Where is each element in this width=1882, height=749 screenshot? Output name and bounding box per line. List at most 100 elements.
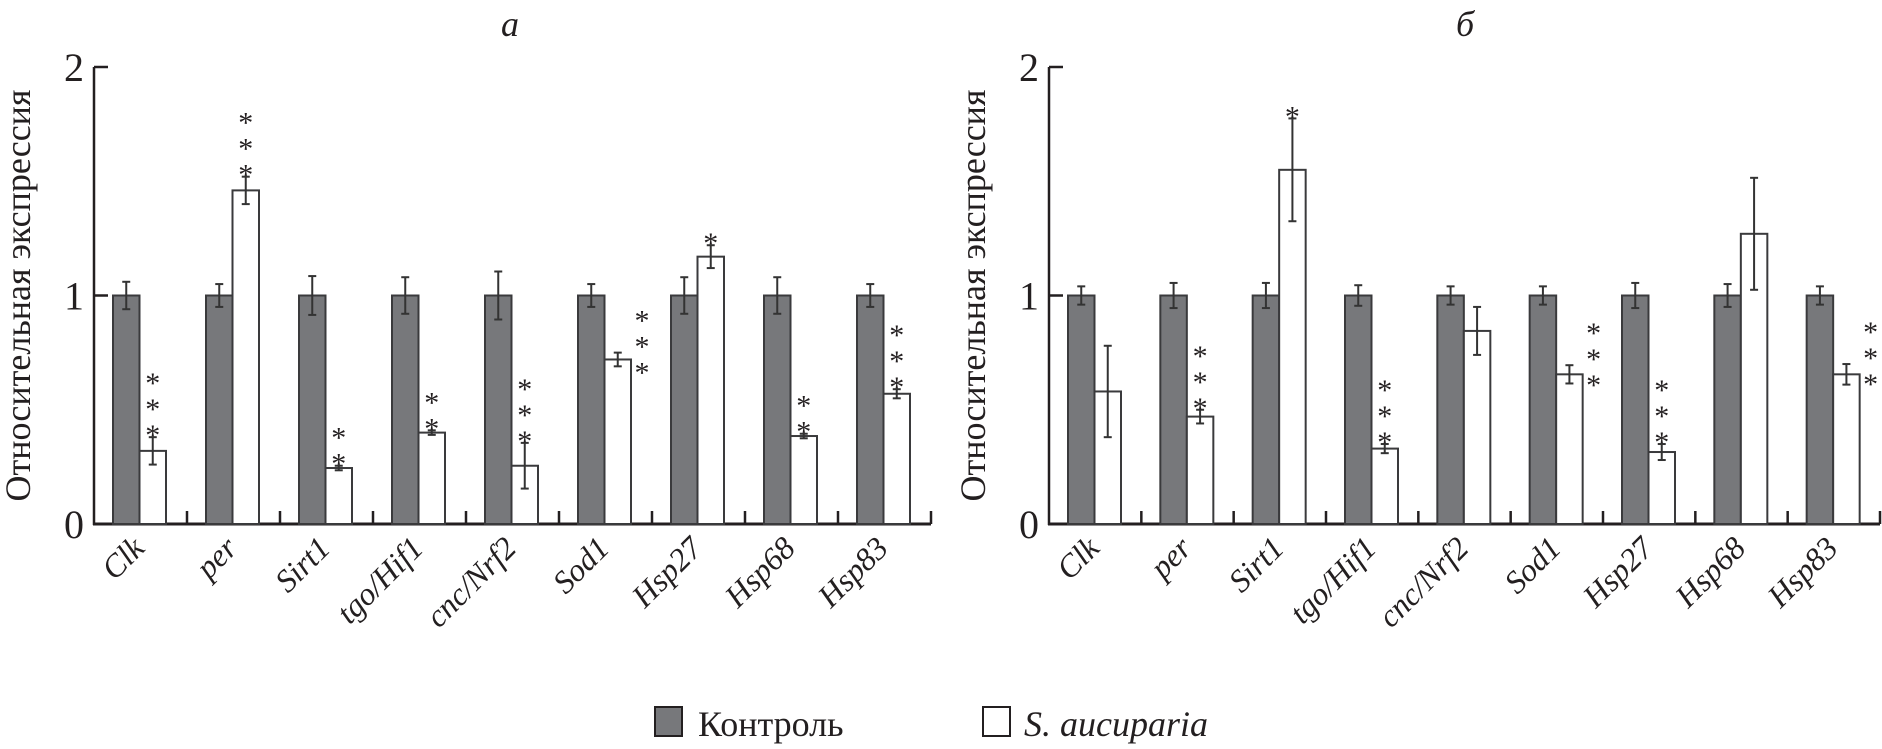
significance-marker: * — [517, 399, 532, 432]
legend-label-control: Контроль — [698, 704, 844, 744]
bar-s-aucuparia-cnc-nrf2 — [1462, 329, 1492, 526]
bar-control-clk — [112, 294, 141, 525]
x-tick-label: Sod1 — [1497, 529, 1568, 600]
significance-marker: * — [1586, 317, 1601, 350]
significance-marker: * — [1654, 400, 1669, 433]
panel-title: б — [1456, 4, 1476, 44]
error-bar — [1842, 363, 1851, 386]
bar-s-aucuparia-tgo-hif1 — [1370, 447, 1399, 525]
significance-marker: * — [145, 393, 160, 426]
error-bar — [1354, 284, 1363, 307]
bar-control-hsp83 — [856, 294, 885, 525]
x-tick-label: Sirt1 — [267, 529, 336, 598]
bar-control-hsp27 — [1621, 294, 1650, 525]
error-bar — [1169, 281, 1178, 310]
bar-s-aucuparia-per — [231, 189, 260, 525]
significance-marker: * — [145, 419, 160, 452]
y-tick-label: 2 — [64, 45, 84, 90]
bar-control-sod1 — [1528, 294, 1558, 525]
x-tick-label: per — [187, 529, 244, 586]
error-bar — [799, 432, 808, 440]
legend-swatch-s-aucuparia — [982, 706, 1011, 737]
y-tick-label: 1 — [64, 274, 84, 319]
x-tick-label: cnc/Nrf2 — [1371, 529, 1476, 634]
error-bar — [215, 283, 224, 308]
bar-s-aucuparia-sod1 — [1555, 373, 1584, 525]
significance-marker: * — [635, 305, 650, 338]
y-axis-label: Относительная экспрессия — [953, 90, 993, 502]
x-tick-label: Hsp68 — [717, 529, 802, 614]
significance-marker: * — [635, 357, 650, 390]
bar-s-aucuparia-tgo-hif1 — [417, 431, 446, 526]
x-tick-label: cnc/Nrf2 — [418, 529, 523, 634]
significance-marker: * — [331, 448, 346, 481]
x-tick-label: Clk — [1049, 529, 1106, 586]
bar-s-aucuparia-sirt1 — [324, 467, 353, 525]
error-bar — [1103, 344, 1112, 439]
bar-control-per — [205, 294, 234, 525]
significance-marker: * — [1586, 369, 1601, 402]
x-tick-label: Hsp83 — [810, 529, 895, 614]
significance-marker: * — [889, 345, 904, 378]
bar-s-aucuparia-hsp27 — [696, 255, 725, 525]
y-tick-label: 0 — [64, 502, 84, 547]
bar-s-aucuparia-hsp83 — [1832, 373, 1861, 525]
bar-control-sirt1 — [1251, 294, 1281, 525]
significance-marker: * — [1654, 426, 1669, 459]
x-tick-label: Hsp83 — [1759, 529, 1844, 614]
bar-s-aucuparia-hsp68 — [789, 435, 818, 525]
significance-marker: * — [1193, 392, 1208, 425]
bar-s-aucuparia-sirt1 — [1278, 168, 1307, 525]
x-tick-label: tgo/Hif1 — [329, 529, 430, 630]
error-bar — [1446, 285, 1455, 306]
bar-control-hsp27 — [670, 294, 699, 525]
significance-marker: * — [424, 386, 439, 419]
legend: Контроль S. aucuparia — [654, 704, 1208, 744]
bar-control-sirt1 — [298, 294, 327, 525]
x-tick-label: per — [1141, 529, 1198, 586]
error-bar — [1473, 305, 1482, 356]
y-tick-label: 0 — [1019, 502, 1039, 547]
error-bar — [892, 388, 901, 400]
significance-marker: * — [635, 331, 650, 364]
x-tick-label: Clk — [94, 529, 151, 586]
y-tick-label: 1 — [1019, 274, 1039, 319]
bar-control-hsp68 — [763, 294, 792, 525]
error-bar — [1750, 176, 1759, 291]
bar-control-cnc-nrf2 — [1436, 294, 1465, 525]
error-bar — [334, 464, 343, 472]
error-bar — [122, 280, 131, 311]
bar-control-tgo-hif1 — [391, 294, 420, 525]
y-tick-label: 2 — [1019, 45, 1039, 90]
error-bar — [1288, 117, 1297, 223]
significance-marker: * — [517, 425, 532, 458]
significance-marker: * — [1586, 343, 1601, 376]
error-bar — [148, 436, 157, 466]
legend-label-s-aucuparia: S. aucuparia — [1024, 704, 1208, 744]
significance-marker: * — [703, 227, 718, 260]
significance-marker: * — [1377, 374, 1392, 407]
error-bar — [1723, 283, 1732, 308]
x-tick-label: Hsp68 — [1667, 529, 1752, 614]
bar-control-cnc-nrf2 — [484, 294, 513, 525]
significance-marker: * — [145, 367, 160, 400]
error-bar — [1815, 285, 1824, 306]
error-bar — [1631, 281, 1640, 310]
significance-marker: * — [1193, 366, 1208, 399]
significance-marker: * — [889, 319, 904, 352]
error-bar — [1657, 443, 1666, 462]
significance-marker: * — [517, 373, 532, 406]
bar-control-clk — [1067, 294, 1096, 525]
x-tick-label: tgo/Hif1 — [1282, 529, 1383, 630]
significance-marker: * — [238, 107, 253, 140]
error-bar — [587, 283, 596, 308]
error-bar — [1261, 281, 1270, 310]
bar-s-aucuparia-hsp83 — [882, 392, 911, 525]
bar-control-sod1 — [577, 294, 606, 525]
significance-marker: * — [1863, 316, 1878, 349]
error-bar — [308, 275, 317, 316]
error-bar — [773, 276, 782, 315]
error-bar — [427, 429, 436, 436]
x-tick-label: Hsp27 — [1575, 528, 1662, 615]
